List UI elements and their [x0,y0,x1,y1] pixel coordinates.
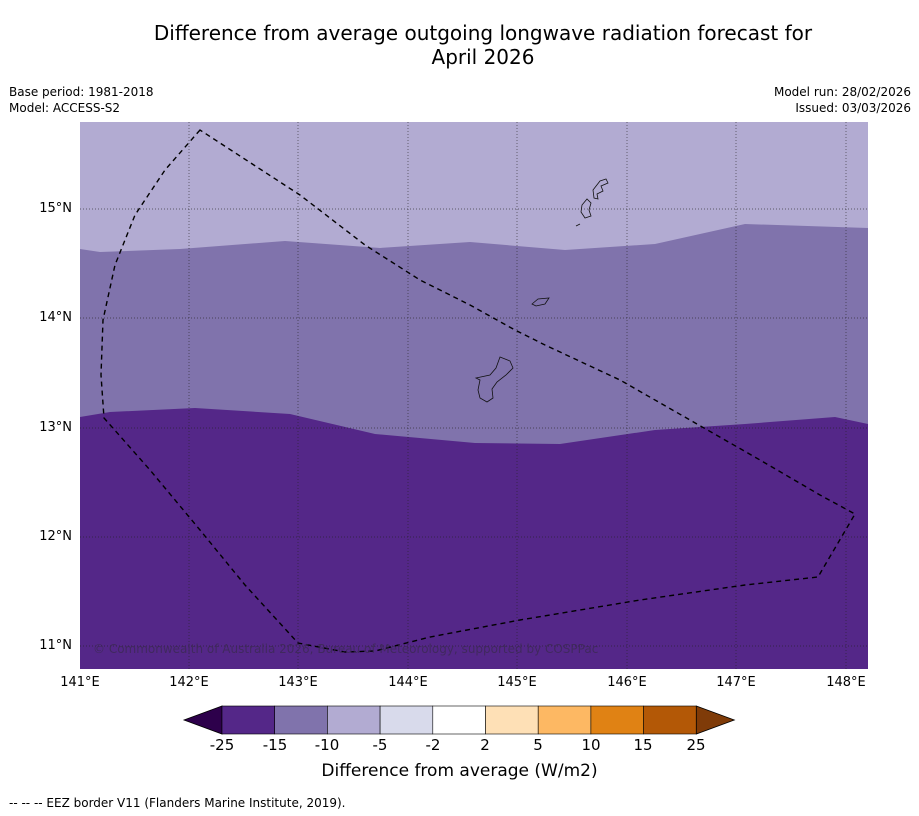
eez-border [100,129,856,653]
issued-date: Issued: 03/03/2026 [795,101,911,115]
lat-label: 14°N [39,310,72,325]
colorbar-tick: -5 [372,736,388,754]
map-gridlines [80,122,868,669]
colorbar-segment [537,705,592,735]
lon-label: 147°E [716,675,756,690]
aguijan-island [575,223,581,227]
rota-island [531,297,550,307]
lon-label: 143°E [278,675,318,690]
model-run: Model run: 28/02/2026 [773,85,911,99]
title-line-2: April 2026 [431,45,535,69]
colorbar-segment [221,705,276,735]
meta-right: Model run: 28/02/2026 Issued: 03/03/2026 [774,84,911,116]
colorbar-segment [379,705,434,735]
meta-left: Base period: 1981-2018 Model: ACCESS-S2 [9,84,154,116]
lon-label: 148°E [826,675,866,690]
lon-label: 146°E [607,675,647,690]
colorbar-segment [274,705,328,735]
colorbar-extend-high [695,705,736,735]
lat-label: 11°N [39,638,72,653]
colorbar-tick: 5 [533,736,543,754]
colorbar-segment [643,705,697,735]
title-line-1: Difference from average outgoing longwav… [153,21,813,45]
colorbar-tick: -10 [314,736,340,754]
colorbar-label: Difference from average (W/m2) [321,761,598,781]
eez-legend-note: -- -- -- EEZ border V11 (Flanders Marine… [9,796,346,810]
copyright-notice: © Commonwealth of Australia 2026, Bureau… [93,642,599,656]
tinian-island [580,198,592,219]
lon-label: 141°E [60,675,100,690]
colorbar-segment [590,705,644,735]
base-period: Base period: 1981-2018 [9,85,154,99]
colorbar-segment [485,705,539,735]
model-name: Model: ACCESS-S2 [9,101,121,115]
colorbar-tick: 15 [633,736,653,754]
lon-label: 142°E [169,675,209,690]
colorbar-tick: 25 [686,736,706,754]
lon-label: 145°E [497,675,537,690]
colorbar-tick: -25 [209,736,235,754]
ol-band-south [80,408,868,669]
guam-island [474,356,514,403]
colorbar-tick: -15 [262,736,288,754]
lat-label: 12°N [39,529,72,544]
island-outlines [474,178,609,403]
colorbar-tick: 10 [581,736,601,754]
lat-label: 15°N [39,201,72,216]
saipan-island [592,178,609,200]
lon-label: 144°E [388,675,428,690]
colorbar-tick: 2 [480,736,490,754]
lat-label: 13°N [39,420,72,435]
colorbar-tick: -2 [425,736,441,754]
colorbar-extend-low [182,705,223,735]
colorbar-segment [432,705,486,735]
colorbar-segment [327,705,381,735]
